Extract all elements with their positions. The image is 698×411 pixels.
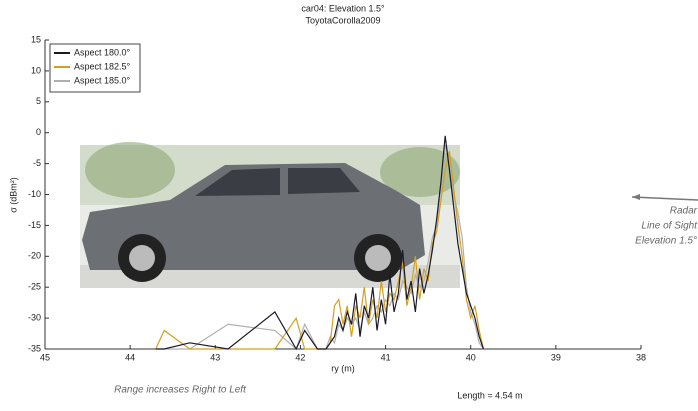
annotation: Radar — [670, 206, 698, 217]
y-tick-label: -30 — [28, 312, 41, 322]
legend-label: Aspect 182.5° — [74, 61, 131, 71]
y-tick-label: -35 — [28, 343, 41, 353]
x-tick-label: 40 — [466, 352, 476, 362]
annotation: Length = 4.54 m — [457, 390, 522, 400]
legend-label: Aspect 180.0° — [74, 47, 131, 57]
y-tick-label: 5 — [36, 96, 41, 106]
radar-arrowhead — [632, 194, 640, 200]
series-line — [155, 135, 485, 351]
y-tick-label: -20 — [28, 251, 41, 261]
x-tick-label: 42 — [295, 352, 305, 362]
annotation: Range increases Right to Left — [114, 385, 247, 396]
annotation: Elevation 1.5° — [635, 236, 697, 247]
x-tick-label: 38 — [636, 352, 646, 362]
legend-label: Aspect 185.0° — [74, 75, 131, 85]
y-tick-label: -10 — [28, 189, 41, 199]
y-axis-label: σ (dBm²) — [8, 177, 18, 213]
radar-arrow — [631, 196, 698, 201]
x-tick-label: 41 — [381, 352, 391, 362]
annotation: Line of Sight — [641, 221, 698, 232]
y-tick-label: 15 — [31, 34, 41, 44]
x-tick-label: 45 — [40, 352, 50, 362]
chart-title: car04: Elevation 1.5° — [301, 3, 385, 13]
y-tick-label: -5 — [33, 158, 41, 168]
x-tick-label: 44 — [125, 352, 135, 362]
y-tick-label: 0 — [36, 127, 41, 137]
y-tick-label: 10 — [31, 65, 41, 75]
x-axis-label: ry (m) — [331, 363, 355, 373]
x-tick-label: 39 — [551, 352, 561, 362]
car-photo — [80, 142, 460, 288]
y-tick-label: -25 — [28, 282, 41, 292]
y-tick-label: -15 — [28, 220, 41, 230]
x-tick-label: 43 — [210, 352, 220, 362]
chart-subtitle: ToyotaCorolla2009 — [305, 15, 380, 25]
